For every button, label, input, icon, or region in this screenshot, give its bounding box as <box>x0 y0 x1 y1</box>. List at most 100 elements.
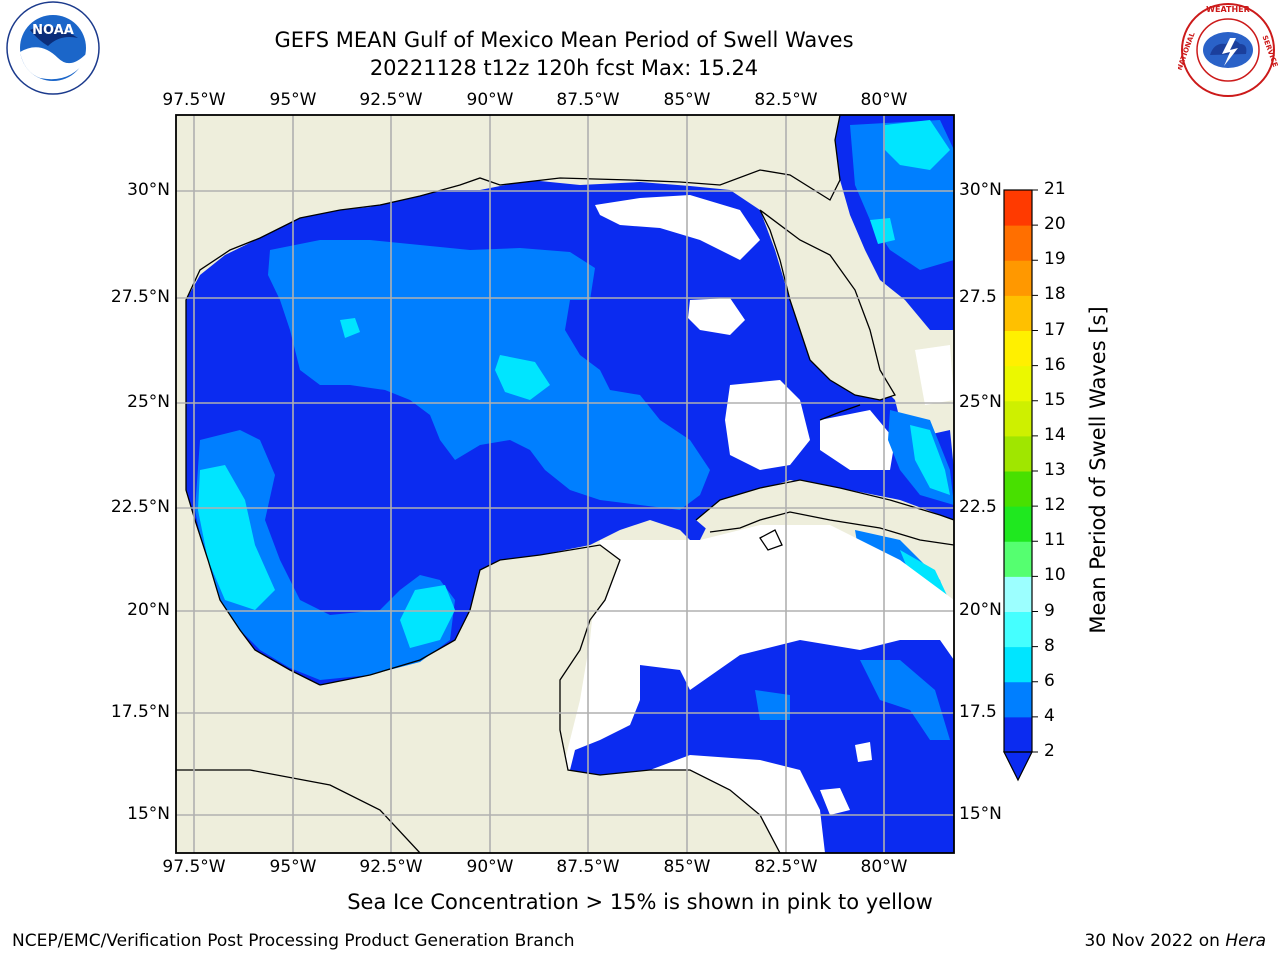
nodata-area <box>595 195 760 260</box>
land-area <box>696 480 954 545</box>
colorbar-swatch <box>1004 260 1032 296</box>
gulf-swell-6-8s <box>340 318 360 338</box>
colorbar-tick-label: 21 <box>1044 179 1066 199</box>
atlantic-swell-6-8s <box>870 218 895 244</box>
sea-ice-caption: Sea Ice Concentration > 15% is shown in … <box>347 890 933 914</box>
colorbar-tick-label: 10 <box>1044 565 1066 586</box>
lon-tick-top: 80°W <box>860 90 908 110</box>
lon-tick-top: 85°W <box>663 90 711 110</box>
caribbean-swell-4-6s <box>755 690 790 720</box>
lat-tick-left: 27.5°N <box>110 287 170 307</box>
land-area <box>176 115 840 490</box>
lon-tick-bottom: 82.5°W <box>754 857 818 877</box>
gulf-swell-6-8s <box>198 465 275 610</box>
footer-machine: Hera <box>1225 931 1266 951</box>
lon-tick-top: 92.5°W <box>359 90 423 110</box>
colorbar-swatch <box>1004 471 1032 507</box>
caribbean-swell-4-6s <box>860 660 950 740</box>
colorbar-tick-label: 11 <box>1044 530 1066 551</box>
colorbar-swatch <box>1004 541 1032 577</box>
lon-tick-bottom: 87.5°W <box>556 857 620 877</box>
coastline <box>176 115 954 853</box>
lon-tick-top: 87.5°W <box>556 90 620 110</box>
lon-tick-top: 82.5°W <box>754 90 818 110</box>
lon-tick-bottom: 80°W <box>860 857 908 877</box>
lat-tick-left: 15°N <box>127 804 170 824</box>
gulf-swell-6-8s <box>400 585 455 648</box>
colorbar-swatch <box>1004 611 1032 648</box>
map-frame <box>175 114 955 854</box>
lat-tick-left: 30°N <box>127 180 170 200</box>
lon-tick-bottom: 97.5°W <box>162 857 226 877</box>
colorbar-swatch <box>1004 330 1032 367</box>
colorbar-swatch <box>1004 506 1032 542</box>
colorbar-tick-label: 16 <box>1044 354 1066 375</box>
colorbar-tick-label: 17 <box>1044 319 1066 340</box>
colorbar-swatch <box>1004 716 1032 753</box>
lon-tick-top: 95°W <box>269 90 317 110</box>
lat-tick-left: 17.5°N <box>110 702 170 722</box>
footer-credit: NCEP/EMC/Verification Post Processing Pr… <box>12 931 575 951</box>
footer-date-text: 30 Nov 2022 on <box>1084 931 1226 951</box>
colorbar-swatch <box>1004 295 1032 331</box>
lon-tick-bottom: 95°W <box>269 857 317 877</box>
lon-tick-top: 90°W <box>466 90 514 110</box>
lat-tick-left: 22.5°N <box>110 497 170 517</box>
graticule <box>176 115 954 853</box>
lat-tick-right: 25°N <box>959 392 1002 412</box>
land-area <box>176 490 320 700</box>
colorbar-swatch <box>1004 681 1032 718</box>
gulf-swell-4-6s <box>195 430 455 680</box>
land-area <box>176 680 420 805</box>
nodata-area <box>915 345 954 405</box>
nodata-area <box>855 742 872 762</box>
lon-tick-bottom: 92.5°W <box>359 857 423 877</box>
colorbar <box>1003 189 1038 782</box>
noaa-logo: NOAA <box>6 1 100 95</box>
colorbar-tick-label: 13 <box>1044 460 1066 480</box>
colorbar-tick-label: 18 <box>1044 284 1066 305</box>
land-area <box>176 545 780 853</box>
lat-tick-right: 27.5 <box>959 287 997 307</box>
lon-tick-bottom: 85°W <box>663 857 711 877</box>
nws-logo: WEATHER NATIONAL SERVICE <box>1178 3 1278 97</box>
colorbar-swatch <box>1004 225 1032 261</box>
colorbar-tick-label: 20 <box>1044 214 1066 235</box>
colorbar-title: Mean Period of Swell Waves [s] <box>1086 306 1110 634</box>
chart-subtitle: 20221128 t12z 120h fcst Max: 15.24 <box>369 56 759 80</box>
colorbar-swatch <box>1004 435 1032 472</box>
colorbar-swatch <box>1004 646 1032 683</box>
land-area <box>760 210 895 400</box>
colorbar-swatch <box>1004 365 1032 402</box>
colorbar-swatch <box>1004 190 1032 226</box>
lat-tick-left: 20°N <box>127 600 170 620</box>
lon-tick-top: 97.5°W <box>162 90 226 110</box>
colorbar-tick-label: 19 <box>1044 249 1066 270</box>
nodata-area <box>688 298 745 335</box>
lat-tick-right: 17.5 <box>959 702 997 722</box>
atlantic-swell-6-8s <box>885 120 950 170</box>
gulf-swell-6-8s <box>910 425 950 495</box>
colorbar-tick-label: 9 <box>1044 600 1055 621</box>
gulf-swell-6-8s <box>495 355 550 400</box>
colorbar-tick-label: 4 <box>1044 705 1055 726</box>
chart-title: GEFS MEAN Gulf of Mexico Mean Period of … <box>274 28 854 52</box>
lat-tick-right: 22.5 <box>959 497 997 517</box>
colorbar-tick-label: 15 <box>1044 389 1066 410</box>
colorbar-swatch <box>1004 576 1032 612</box>
caribbean-swell-2-4s <box>570 640 954 853</box>
colorbar-tick-label: 6 <box>1044 670 1055 691</box>
colorbar-tick-label: 2 <box>1044 741 1055 761</box>
colorbar-tick-label: 14 <box>1044 424 1066 445</box>
lat-tick-right: 15°N <box>959 804 1002 824</box>
nodata-area <box>820 410 895 470</box>
lat-tick-right: 20°N <box>959 600 1002 620</box>
colorbar-tick-label: 8 <box>1044 635 1055 656</box>
colorbar-extend-arrow <box>1003 751 1033 782</box>
colorbar-swatch <box>1004 400 1032 437</box>
lat-tick-left: 25°N <box>127 392 170 412</box>
footer-date: 30 Nov 2022 on Hera <box>1084 931 1266 951</box>
svg-text:NOAA: NOAA <box>32 23 74 38</box>
nodata-area <box>820 788 850 815</box>
